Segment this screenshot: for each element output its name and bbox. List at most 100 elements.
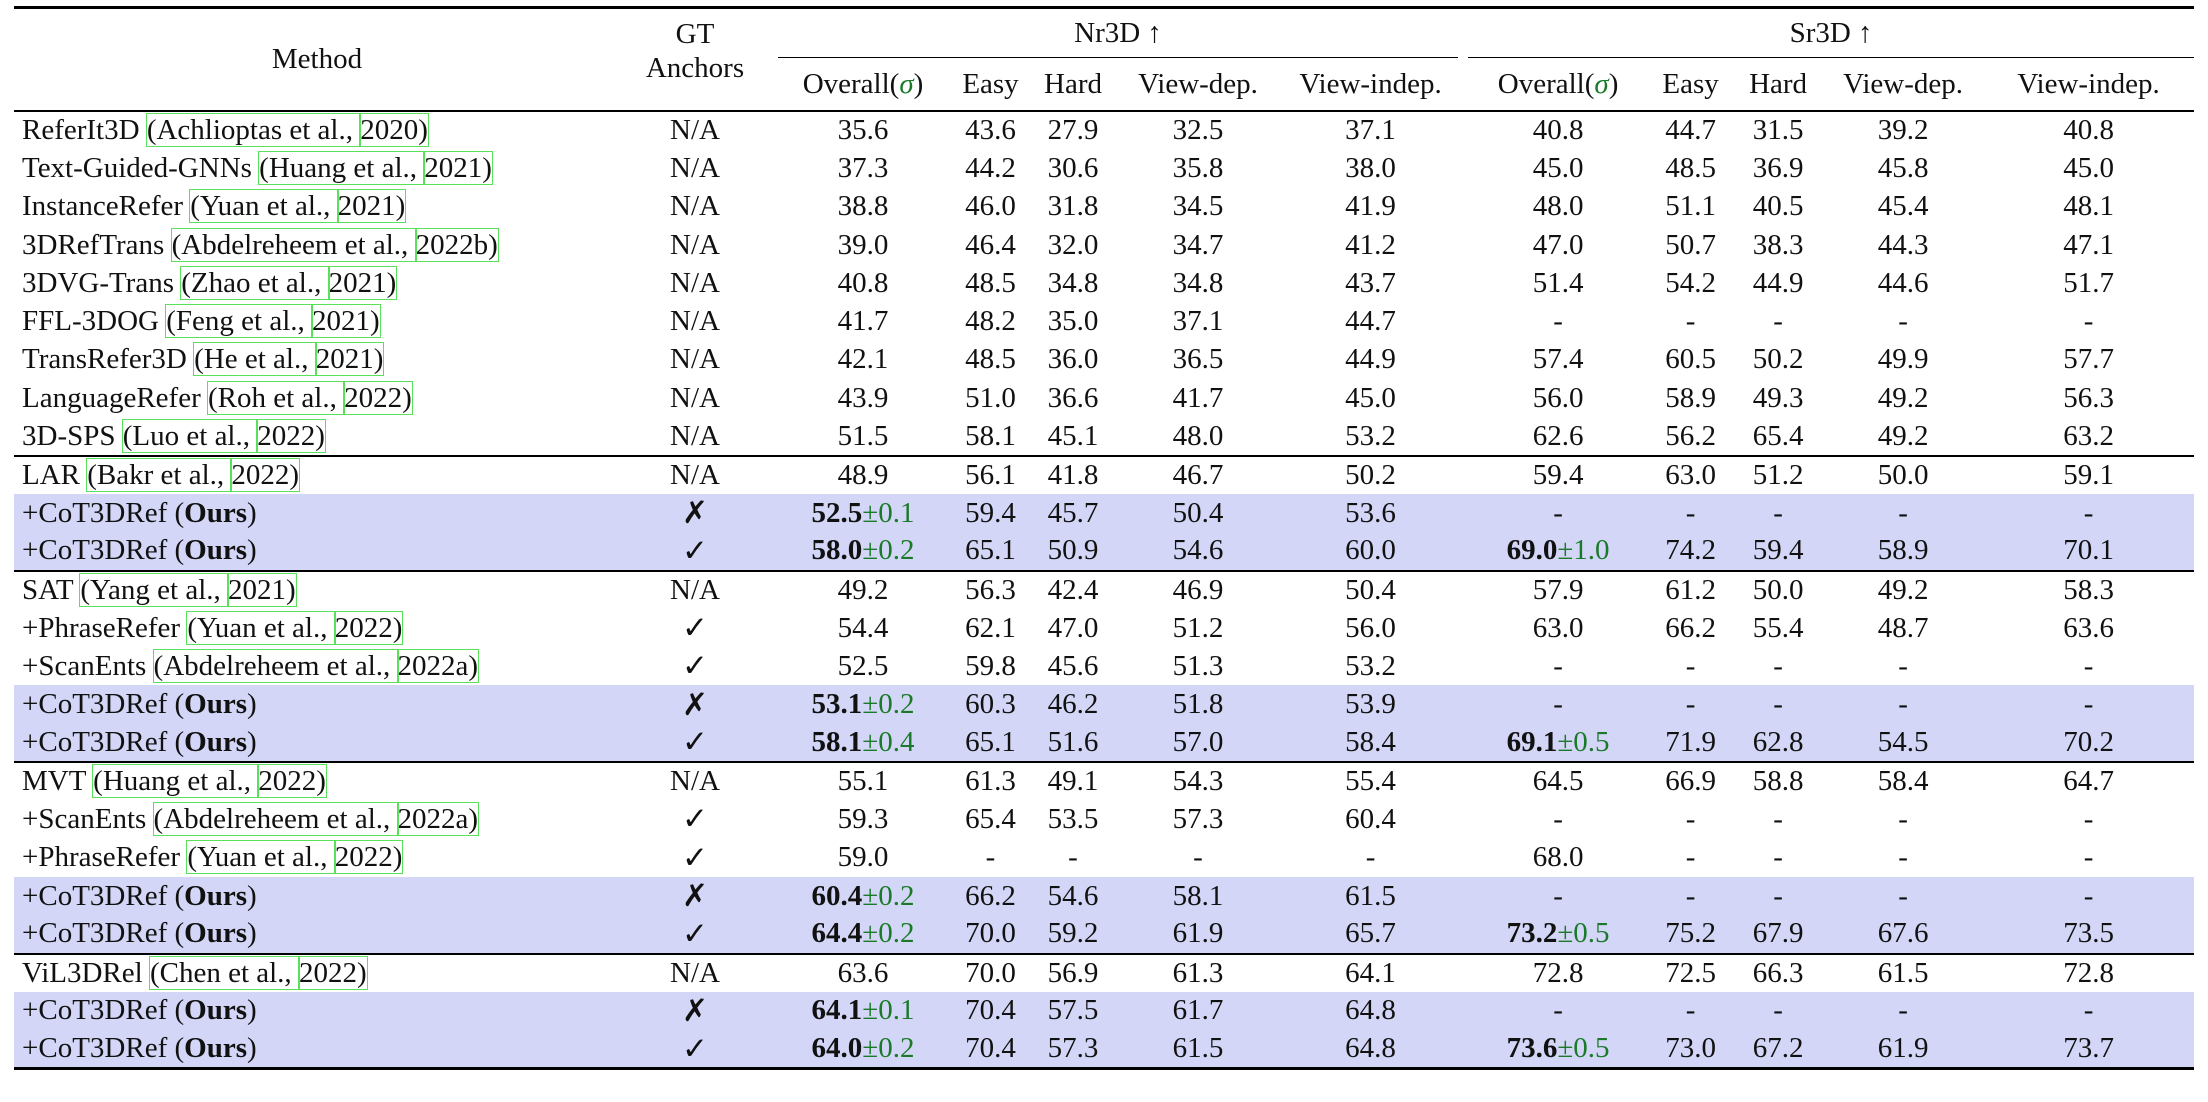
sr3d-view-dep-cell: 45.4	[1877, 190, 1929, 223]
citation-link[interactable]: (Huang et al.,	[258, 150, 426, 185]
nr3d-hard-cell: 54.6	[1033, 876, 1113, 916]
sr3d-view-dep-cell: -	[1823, 876, 1984, 916]
sr3d-view-dep-cell: 48.7	[1877, 611, 1929, 644]
citation-year-link[interactable]: 2022)	[343, 380, 413, 415]
nr3d-hard-cell: 27.9	[1047, 114, 1099, 147]
table-header: Method GT Anchors Nr3D ↑ Sr3D ↑ Overall(…	[14, 7, 2195, 112]
citation-link[interactable]: (Feng et al.,	[165, 304, 313, 339]
nr3d-view-dep-cell: 51.8	[1113, 685, 1283, 724]
sr3d-view-indep-cell: -	[2083, 802, 2094, 835]
sr3d-easy-cell: 44.7	[1665, 114, 1716, 147]
nr3d-view-indep-cell: 37.1	[1345, 114, 1396, 147]
method-name: ReferIt3D	[22, 114, 140, 147]
nr3d-view-indep-cell: 60.4	[1345, 802, 1396, 835]
sr3d-view-dep-cell: 49.2	[1823, 569, 1984, 609]
sr3d-easy-cell: 51.1	[1665, 190, 1716, 223]
method-name: Text-Guided-GNNs	[22, 151, 252, 184]
citation-link[interactable]: (Chen et al.,	[148, 955, 300, 990]
nr3d-view-indep-header: View-indep.	[1283, 57, 1459, 112]
sr3d-view-dep-cell: -	[1898, 802, 1908, 835]
nr3d-overall-cell: 52.5	[837, 649, 889, 682]
citation-year-link[interactable]: 2022a)	[396, 801, 480, 836]
citation-year-link[interactable]: 2020)	[359, 113, 429, 148]
method-cell: 3DVG-Trans (Zhao et al., 2021)	[14, 264, 620, 302]
nr3d-hard-cell: 36.0	[1047, 343, 1099, 376]
sr3d-hard-cell: 67.9	[1733, 915, 1824, 954]
sr3d-overall-cell: 73.2±0.5	[1468, 915, 1649, 954]
citation-link[interactable]: (Roh et al.,	[206, 380, 346, 415]
citation-year-link[interactable]: 2021)	[314, 342, 385, 377]
ours-row: +CoT3DRef (Ours) ✗ 53.1±0.2 60.3 46.2 51.8 53.…	[14, 685, 2195, 724]
sr3d-easy-cell: 72.5	[1648, 952, 1734, 992]
nr3d-easy-cell: 48.5	[965, 266, 1016, 299]
sr3d-easy-cell: 56.2	[1665, 419, 1716, 452]
sr3d-overall-cell: 47.0	[1532, 228, 1584, 261]
sr3d-overall-cell: 72.8	[1468, 952, 1649, 992]
method-name: LAR	[22, 458, 80, 491]
method-name: LanguageRefer	[22, 381, 201, 414]
citation-year-link[interactable]: 2021)	[423, 150, 493, 185]
nr3d-hard-cell: 59.2	[1033, 915, 1113, 954]
nr3d-view-dep-cell: 41.7	[1172, 381, 1224, 414]
citation-link[interactable]: (Zhao et al.,	[180, 265, 330, 300]
method-name: +ScanEnts	[22, 802, 147, 835]
citation-year-link[interactable]: 2021)	[327, 265, 398, 300]
citation-year-link[interactable]: 2022b)	[414, 227, 499, 262]
sr3d-view-indep-cell: -	[1983, 685, 2195, 724]
nr3d-view-dep-cell: 48.0	[1172, 419, 1224, 452]
sr3d-easy-cell: 54.2	[1665, 266, 1716, 299]
sr3d-view-dep-cell: 50.0	[1823, 454, 1984, 494]
nr3d-hard-cell: 35.0	[1047, 305, 1099, 338]
citation-year-link[interactable]: 2021)	[227, 572, 297, 607]
nr3d-hard-cell: 46.2	[1033, 685, 1113, 724]
citation-link[interactable]: (Abdelreheem et al.,	[170, 227, 417, 262]
method-cell: 3DRefTrans (Abdelreheem et al., 2022b)	[14, 226, 620, 264]
citation-link[interactable]: (Yuan et al.,	[186, 610, 336, 645]
citation-link[interactable]: (Abdelreheem et al.,	[152, 648, 399, 683]
sr3d-view-indep-cell: 45.0	[2063, 151, 2114, 184]
gt-anchors-cell: ✗	[620, 991, 770, 1031]
ours-row: +CoT3DRef (Ours) ✓ 64.0±0.2 70.4 57.3 61.5 64.…	[14, 1030, 2195, 1069]
nr3d-overall-cell: 52.5±0.1	[778, 493, 948, 533]
citation-link[interactable]: (Yuan et al.,	[186, 840, 336, 875]
sr3d-hard-cell: 62.8	[1733, 723, 1824, 763]
nr3d-easy-cell: 48.5	[965, 343, 1016, 376]
citation-link[interactable]: (Abdelreheem et al.,	[152, 801, 399, 836]
citation-year-link[interactable]: 2022a)	[396, 648, 480, 683]
sr3d-hard-cell: 51.2	[1733, 454, 1824, 494]
sr3d-easy-cell: -	[1685, 305, 1696, 338]
citation-link[interactable]: (Yuan et al.,	[189, 189, 339, 224]
sr3d-view-indep-cell: -	[1983, 876, 2195, 916]
citation-year-link[interactable]: 2022)	[333, 610, 404, 645]
sr3d-view-indep-cell: 63.2	[2063, 419, 2114, 452]
citation-year-link[interactable]: 2022)	[256, 418, 326, 453]
sr3d-overall-cell: 56.0	[1532, 381, 1584, 414]
citation-year-link[interactable]: 2022)	[257, 764, 327, 799]
citation-year-link[interactable]: 2021)	[311, 304, 381, 339]
method-name: +CoT3DRef	[22, 879, 168, 912]
nr3d-easy-cell: 56.3	[948, 569, 1033, 609]
citation-year-link[interactable]: 2022)	[297, 955, 368, 990]
nr3d-view-dep-header: View-dep.	[1113, 57, 1283, 112]
nr3d-overall-cell: 53.1±0.2	[778, 685, 948, 724]
nr3d-overall-cell: 38.8	[837, 190, 889, 223]
citation-link[interactable]: (Bakr et al.,	[86, 457, 233, 492]
nr3d-view-dep-cell: 34.5	[1172, 190, 1224, 223]
nr3d-overall-cell: 55.1	[778, 761, 948, 801]
citation-link[interactable]: (Yang et al.,	[79, 572, 230, 607]
citation-link[interactable]: (He et al.,	[193, 342, 317, 377]
citation-link[interactable]: (Achlioptas et al.,	[145, 113, 362, 148]
citation-year-link[interactable]: 2022)	[230, 457, 301, 492]
sr3d-view-indep-cell: -	[2083, 649, 2094, 682]
sr3d-view-dep-cell: -	[1898, 649, 1908, 682]
citation-year-link[interactable]: 2022)	[333, 840, 404, 875]
nr3d-easy-cell: 65.1	[948, 532, 1033, 571]
nr3d-easy-cell: 48.2	[965, 305, 1016, 338]
nr3d-view-indep-cell: 56.0	[1345, 611, 1396, 644]
citation-link[interactable]: (Huang et al.,	[92, 764, 260, 799]
nr3d-easy-cell: 56.1	[948, 454, 1033, 494]
nr3d-easy-cell: 70.4	[948, 991, 1033, 1031]
nr3d-view-indep-cell: 44.9	[1345, 343, 1396, 376]
citation-link[interactable]: (Luo et al.,	[121, 418, 259, 453]
citation-year-link[interactable]: 2021)	[336, 189, 407, 224]
